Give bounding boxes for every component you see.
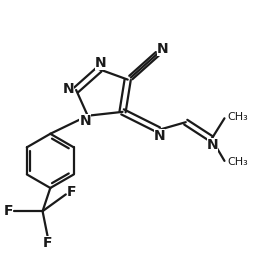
Text: N: N: [95, 56, 107, 70]
Text: N: N: [79, 114, 91, 128]
Text: F: F: [43, 236, 52, 250]
Text: N: N: [206, 138, 218, 152]
Text: N: N: [62, 82, 74, 96]
Text: F: F: [4, 204, 13, 218]
Text: CH₃: CH₃: [227, 112, 248, 122]
Text: F: F: [67, 185, 76, 199]
Text: CH₃: CH₃: [227, 157, 248, 167]
Text: N: N: [157, 42, 168, 56]
Text: N: N: [154, 129, 165, 143]
